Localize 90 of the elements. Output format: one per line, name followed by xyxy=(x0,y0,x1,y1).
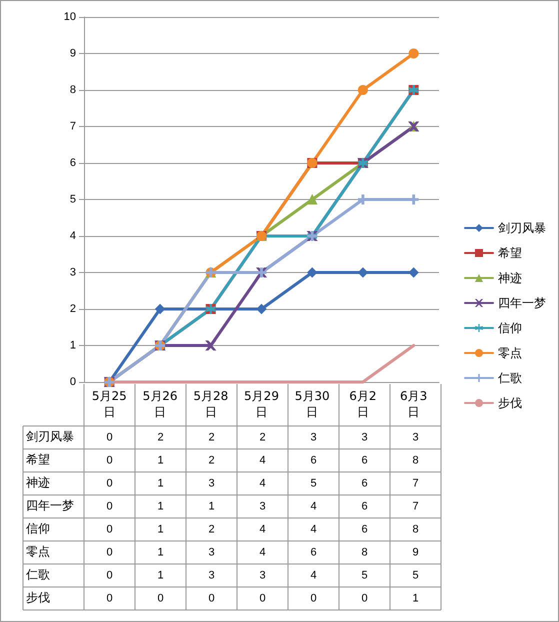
legend-label: 仁歌 xyxy=(497,371,522,385)
data-label: 1 xyxy=(157,546,164,558)
y-tick-label: 7 xyxy=(70,120,76,132)
data-label: 4 xyxy=(259,454,266,466)
x-tick-label: 5月29日 xyxy=(244,389,279,419)
y-tick-label: 8 xyxy=(70,84,76,96)
y-tick-label: 9 xyxy=(70,48,76,60)
y-tick-label: 6 xyxy=(70,157,76,169)
data-label: 2 xyxy=(259,432,266,444)
data-label: 8 xyxy=(412,524,419,536)
legend-label: 神迹 xyxy=(498,271,522,285)
data-label: 4 xyxy=(310,500,317,512)
text: 仁歌 xyxy=(26,568,50,582)
y-tick-label: 2 xyxy=(70,303,76,315)
data-label: 7 xyxy=(412,478,419,490)
data-label: 6 xyxy=(361,454,368,466)
data-label: 3 xyxy=(259,500,266,512)
data-label: 0 xyxy=(106,478,113,490)
data-label: 4 xyxy=(259,524,266,536)
legend-label: 希望 xyxy=(498,246,522,260)
data-label: 0 xyxy=(106,570,113,582)
data-label: 9 xyxy=(412,546,419,558)
text: 希望 xyxy=(26,452,50,466)
x-tick-label: 5月25日 xyxy=(92,389,127,419)
data-label: 3 xyxy=(208,478,215,490)
data-label: 1 xyxy=(412,592,419,604)
data-label: 8 xyxy=(412,454,419,466)
data-label: 1 xyxy=(157,500,164,512)
data-label: 0 xyxy=(208,592,215,604)
data-label: 0 xyxy=(106,432,113,444)
x-tick-label: 5月28日 xyxy=(193,389,228,419)
data-label: 3 xyxy=(208,570,215,582)
data-label: 3 xyxy=(361,432,368,444)
data-label: 0 xyxy=(106,454,113,466)
data-label: 7 xyxy=(412,500,419,512)
data-label: 2 xyxy=(208,524,215,536)
data-label: 1 xyxy=(157,454,164,466)
data-label: 1 xyxy=(208,500,215,512)
x-tick-label: 5月26日 xyxy=(142,389,178,419)
text: 神迹 xyxy=(26,476,50,490)
data-label: 4 xyxy=(310,570,317,582)
legend-label: 剑刃风暴 xyxy=(498,221,546,235)
data-label: 1 xyxy=(157,524,164,536)
legend-label: 信仰 xyxy=(498,321,522,335)
data-label: 6 xyxy=(361,524,368,536)
data-label: 2 xyxy=(208,432,215,444)
legend-label: 四年一梦 xyxy=(498,296,546,310)
legend-label: 零点 xyxy=(498,346,522,360)
data-label: 6 xyxy=(361,478,368,490)
data-label: 4 xyxy=(259,478,266,490)
data-label: 2 xyxy=(208,454,215,466)
x-tick-label: 5月30日 xyxy=(294,389,330,419)
data-label: 3 xyxy=(259,570,266,582)
data-label: 0 xyxy=(106,546,113,558)
text: 信仰 xyxy=(26,522,50,536)
text: 零点 xyxy=(26,544,50,558)
text: 步伐 xyxy=(26,590,50,604)
data-label: 6 xyxy=(310,546,317,558)
y-tick-label: 5 xyxy=(70,194,76,206)
data-label: 8 xyxy=(361,546,368,558)
data-label: 6 xyxy=(310,454,317,466)
x-tick-label: 6月3日 xyxy=(400,389,428,419)
data-label: 3 xyxy=(208,546,215,558)
data-label: 3 xyxy=(310,432,317,444)
data-label: 5 xyxy=(310,478,317,490)
y-tick-label: 10 xyxy=(64,11,76,23)
data-label: 0 xyxy=(310,592,317,604)
data-label: 3 xyxy=(412,432,419,444)
data-label: 6 xyxy=(361,500,368,512)
data-label: 0 xyxy=(259,592,266,604)
legend-label: 步伐 xyxy=(498,396,522,410)
y-tick-label: 3 xyxy=(70,266,76,278)
x-tick-label: 6月2日 xyxy=(349,389,377,419)
data-label: 5 xyxy=(361,570,368,582)
y-tick-label: 1 xyxy=(70,340,76,352)
data-label: 4 xyxy=(259,546,266,558)
text: 剑刃风暴 xyxy=(26,430,74,444)
data-label: 1 xyxy=(157,478,164,490)
data-label: 0 xyxy=(106,500,113,512)
data-label: 0 xyxy=(106,592,113,604)
data-label: 2 xyxy=(157,432,164,444)
data-label: 5 xyxy=(412,570,419,582)
y-tick-label: 4 xyxy=(70,230,76,242)
text: 四年一梦 xyxy=(26,498,74,512)
data-label: 4 xyxy=(310,524,317,536)
data-label: 0 xyxy=(106,524,113,536)
data-label: 1 xyxy=(157,570,164,582)
data-label: 0 xyxy=(361,592,368,604)
data-label: 0 xyxy=(157,592,164,604)
y-tick-label: 0 xyxy=(70,376,76,388)
